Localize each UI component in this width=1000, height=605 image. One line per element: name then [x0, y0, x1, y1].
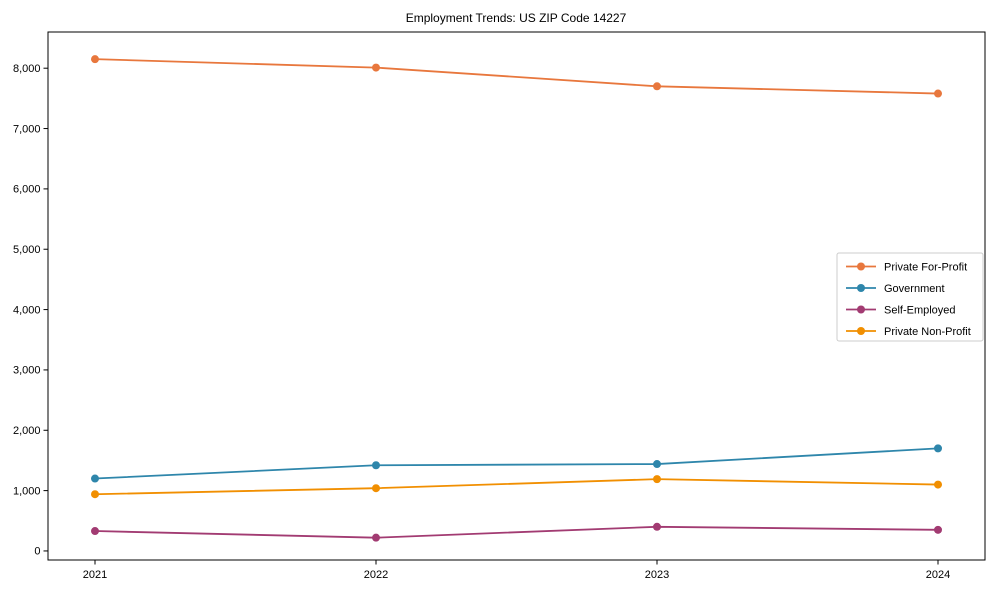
y-tick-label: 4,000	[13, 304, 41, 316]
y-tick-label: 2,000	[13, 425, 41, 437]
y-tick-label: 7,000	[13, 123, 41, 135]
series-line-private-non-profit	[94, 478, 939, 496]
data-point-private-non-profit	[91, 490, 99, 499]
data-point-private-for-profit	[653, 82, 661, 91]
y-tick-label: 8,000	[13, 63, 41, 75]
x-tick-label: 2022	[364, 569, 388, 581]
legend-label: Private For-Profit	[884, 261, 967, 273]
data-point-self-employed	[934, 525, 942, 534]
y-tick-label: 3,000	[13, 365, 41, 377]
data-point-private-non-profit	[653, 475, 661, 484]
plot-area: 0 1,000 2,000 3,000 4,000 5,000 6,000 7,000 8,00…	[13, 55, 984, 581]
data-point-private-for-profit	[91, 55, 99, 64]
legend-marker-icon	[857, 284, 865, 292]
data-point-self-employed	[372, 533, 380, 542]
y-tick-label: 0	[34, 546, 40, 558]
legend-label: Government	[884, 283, 945, 295]
series-line-self-employed	[94, 525, 939, 539]
y-tick-label: 5,000	[13, 244, 41, 256]
y-tick-label: 6,000	[13, 184, 41, 196]
data-point-private-non-profit	[372, 484, 380, 493]
legend-marker-icon	[857, 262, 865, 271]
series-line-government	[94, 447, 939, 480]
data-point-private-non-profit	[934, 480, 942, 489]
legend	[836, 252, 984, 342]
legend-label: Self-Employed	[884, 304, 956, 316]
data-point-government	[372, 461, 380, 470]
plot-border	[47, 31, 986, 561]
data-point-self-employed	[653, 522, 661, 531]
data-point-private-for-profit	[934, 89, 942, 98]
y-tick-label: 1,000	[13, 485, 41, 497]
legend-marker-icon	[857, 305, 865, 314]
data-point-government	[91, 474, 99, 483]
legend-label: Private Non-Profit	[884, 326, 971, 338]
data-point-government	[653, 460, 661, 469]
legend-marker-icon	[857, 327, 865, 335]
x-tick-label: 2024	[926, 569, 950, 581]
chart-title: Employment Trends: US ZIP Code 14227	[406, 11, 627, 25]
data-point-private-for-profit	[372, 63, 380, 72]
x-tick-label: 2023	[645, 569, 669, 581]
data-point-self-employed	[91, 527, 99, 536]
data-point-government	[934, 444, 942, 453]
series-line-private-for-profit	[94, 58, 939, 95]
x-tick-label: 2021	[83, 569, 107, 581]
